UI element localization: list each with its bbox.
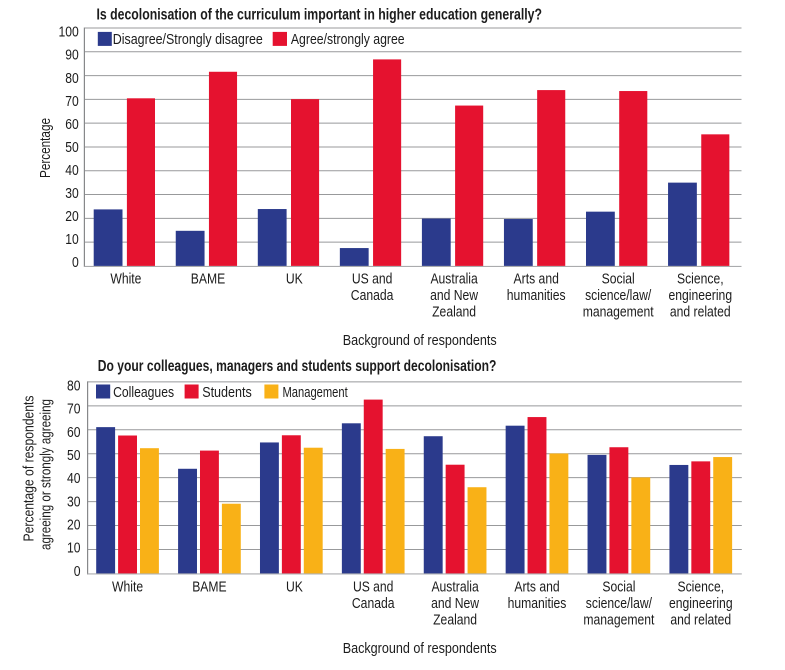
svg-text:US and: US and [352,271,393,288]
svg-text:Social: Social [602,578,635,595]
svg-text:and New: and New [431,595,479,612]
svg-text:engineering: engineering [669,595,733,612]
svg-text:Science,: Science, [677,271,724,288]
svg-text:10: 10 [65,231,79,248]
svg-text:humanities: humanities [507,287,566,304]
svg-text:20: 20 [67,517,81,534]
svg-text:80: 80 [67,378,81,395]
svg-text:White: White [112,578,143,595]
svg-text:Students: Students [202,384,252,401]
svg-text:Management: Management [283,384,349,401]
svg-text:BAME: BAME [191,271,225,288]
svg-text:Colleagues: Colleagues [113,384,174,401]
svg-text:100: 100 [59,24,79,41]
svg-text:Canada: Canada [351,287,394,304]
svg-text:Arts and: Arts and [514,271,559,288]
svg-text:UK: UK [286,578,303,595]
svg-text:Background of respondents: Background of respondents [343,640,497,657]
svg-text:and related: and related [670,611,731,628]
svg-text:engineering: engineering [669,287,733,304]
svg-text:10: 10 [67,540,81,557]
svg-text:Zealand: Zealand [432,304,476,321]
svg-text:Do your colleagues, managers a: Do your colleagues, managers and student… [98,358,497,375]
svg-text:0: 0 [72,254,79,271]
svg-text:0: 0 [74,563,81,580]
svg-text:Science,: Science, [678,578,725,595]
svg-text:80: 80 [65,70,79,87]
svg-text:60: 60 [67,424,81,441]
svg-text:BAME: BAME [192,578,226,595]
svg-text:Background of respondents: Background of respondents [343,332,497,349]
svg-text:UK: UK [286,271,303,288]
svg-text:70: 70 [67,401,81,418]
svg-text:Agree/strongly agree: Agree/strongly agree [291,31,405,48]
svg-text:Australia: Australia [431,578,479,595]
svg-text:30: 30 [65,185,79,202]
svg-text:White: White [110,271,141,288]
svg-text:Zealand: Zealand [433,611,477,628]
svg-text:and related: and related [670,304,731,321]
svg-text:Australia: Australia [430,271,478,288]
svg-text:40: 40 [67,470,81,487]
svg-text:and New: and New [430,287,478,304]
svg-text:30: 30 [67,493,81,510]
svg-text:Canada: Canada [352,595,395,612]
svg-text:Disagree/Strongly disagree: Disagree/Strongly disagree [113,31,263,48]
svg-text:50: 50 [65,139,79,156]
svg-text:70: 70 [65,93,79,110]
svg-text:Percentage of respondents: Percentage of respondents [21,395,38,541]
svg-text:agreeing or strongly agreeing: agreeing or strongly agreeing [38,399,55,550]
svg-text:Social: Social [602,271,635,288]
svg-text:management: management [583,611,655,628]
svg-text:Arts and: Arts and [514,578,559,595]
svg-text:management: management [583,304,655,321]
svg-text:60: 60 [65,116,79,133]
svg-text:humanities: humanities [508,595,567,612]
svg-text:40: 40 [65,162,79,179]
svg-text:science/law/: science/law/ [585,287,652,304]
svg-text:Is decolonisation of the curri: Is decolonisation of the curriculum impo… [97,7,543,24]
svg-text:90: 90 [65,47,79,64]
svg-text:20: 20 [65,208,79,225]
svg-text:50: 50 [67,447,81,464]
svg-text:US and: US and [353,578,394,595]
svg-text:science/law/: science/law/ [586,595,653,612]
svg-text:Percentage: Percentage [37,118,54,178]
